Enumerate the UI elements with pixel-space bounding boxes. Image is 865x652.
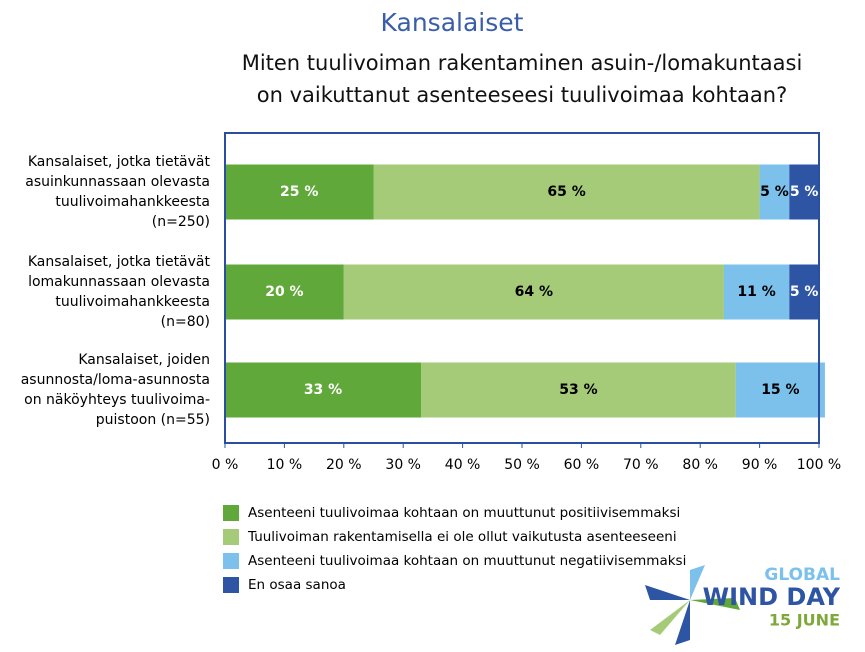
chart-subtitle: on vaikuttanut asenteeseesi tuulivoimaa … — [257, 83, 788, 107]
y-tick-label: tuulivoimahankkeesta — [55, 294, 210, 310]
y-tick-label: (n=80) — [161, 314, 210, 330]
y-tick-label: asuinkunnassaan olevasta — [25, 174, 210, 190]
chart-subtitle: Miten tuulivoiman rakentaminen asuin-/lo… — [242, 51, 803, 75]
x-tick-label: 60 % — [564, 457, 600, 473]
legend-swatch — [223, 577, 239, 593]
legend-label: En osaa sanoa — [248, 577, 346, 593]
chart-title: Kansalaiset — [381, 8, 524, 37]
y-tick-label: Kansalaiset, joiden — [78, 352, 210, 368]
data-label: 33 % — [304, 382, 342, 398]
bar-segment — [723, 264, 790, 320]
x-tick-label: 80 % — [682, 457, 718, 473]
y-tick-label: lomakunnassaan olevasta — [28, 274, 210, 290]
data-label: 25 % — [280, 184, 318, 200]
y-tick-label: (n=250) — [152, 214, 210, 230]
x-tick-label: 40 % — [445, 457, 481, 473]
legend-label: Tuulivoiman rakentamisella ei ole ollut … — [247, 529, 677, 545]
x-tick-label: 0 % — [212, 457, 239, 473]
bar-segment — [759, 164, 790, 220]
bar-segment — [421, 362, 736, 418]
logo-text: WIND DAY — [703, 583, 841, 611]
data-label: 64 % — [515, 284, 553, 300]
bar-segment — [225, 264, 344, 320]
data-label: 53 % — [559, 382, 597, 398]
data-label: 15 % — [761, 382, 799, 398]
bar-segment — [343, 264, 724, 320]
y-tick-label: Kansalaiset, jotka tietävät — [28, 254, 211, 270]
x-tick-label: 10 % — [267, 457, 303, 473]
bar-segment — [225, 362, 422, 418]
bar-segment — [735, 362, 825, 418]
plot-frame — [224, 132, 820, 444]
bar-segment — [789, 164, 819, 220]
legend-label: Asenteeni tuulivoimaa kohtaan on muuttun… — [248, 505, 680, 521]
bar-segment — [789, 264, 819, 320]
data-label: 20 % — [265, 284, 303, 300]
data-label: 5 % — [790, 184, 819, 200]
data-label: 5 % — [760, 184, 789, 200]
y-tick-label: Kansalaiset, jotka tietävät — [28, 154, 211, 170]
x-tick-label: 20 % — [326, 457, 362, 473]
data-label: 11 % — [737, 284, 775, 300]
x-tick-label: 90 % — [742, 457, 778, 473]
x-tick-label: 70 % — [623, 457, 659, 473]
legend-label: Asenteeni tuulivoimaa kohtaan on muuttun… — [248, 553, 686, 569]
y-tick-label: puistoon (n=55) — [96, 412, 210, 428]
logo-icon — [645, 565, 740, 645]
y-tick-label: asunnosta/loma-asunnosta — [21, 372, 210, 388]
bar-segment — [225, 164, 374, 220]
data-label: 65 % — [547, 184, 585, 200]
bar-segment — [373, 164, 760, 220]
x-tick-label: 100 % — [797, 457, 841, 473]
x-tick-label: 30 % — [385, 457, 421, 473]
legend-swatch — [223, 505, 239, 521]
x-tick-label: 50 % — [504, 457, 540, 473]
logo-text: 15 JUNE — [769, 611, 840, 630]
y-tick-label: tuulivoimahankkeesta — [55, 194, 210, 210]
legend-swatch — [223, 553, 239, 569]
data-label: 5 % — [790, 284, 819, 300]
legend-swatch — [223, 529, 239, 545]
logo-text: GLOBAL — [764, 565, 840, 585]
y-tick-label: on näköyhteys tuulivoima- — [24, 392, 210, 408]
